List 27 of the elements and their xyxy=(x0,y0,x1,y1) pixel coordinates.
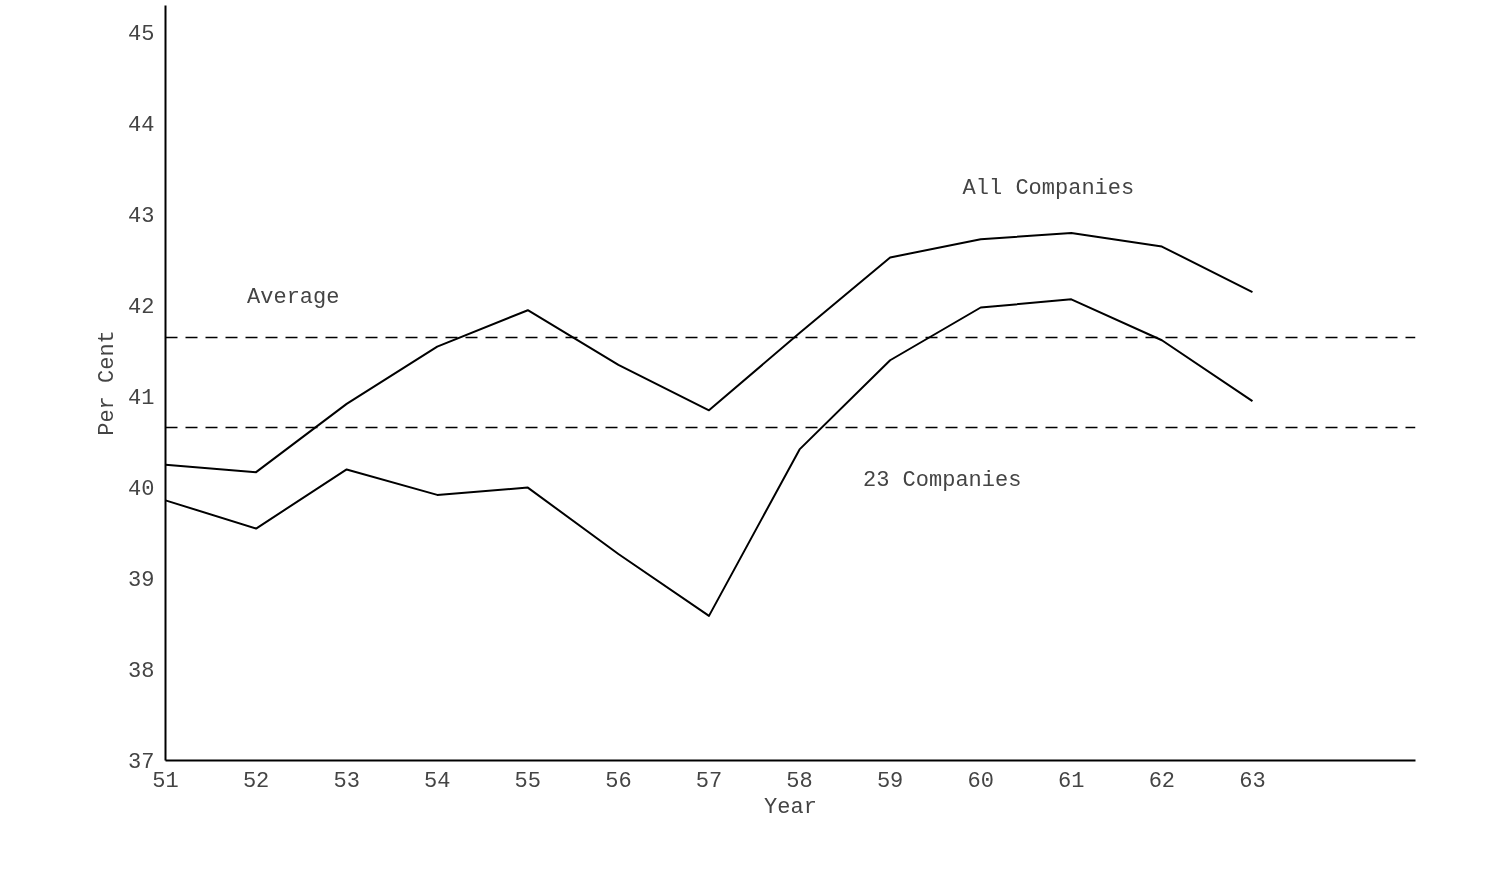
x-tick-label: 55 xyxy=(514,768,542,794)
x-tick-label: 59 xyxy=(876,768,904,794)
y-tick-label: 45 xyxy=(128,22,155,48)
x-tick-label: 56 xyxy=(605,768,632,794)
x-tick-label: 54 xyxy=(424,768,451,794)
y-tick-label: 40 xyxy=(128,477,155,503)
series-label: All Companies xyxy=(962,176,1135,202)
y-tick-label: 39 xyxy=(128,568,155,594)
y-tick-label: 43 xyxy=(128,204,155,230)
x-tick-label: 58 xyxy=(786,768,813,794)
ref-line-label: Average xyxy=(247,285,340,311)
x-tick-label: 51 xyxy=(152,768,179,794)
x-tick-label: 60 xyxy=(967,768,994,794)
y-tick-label: 37 xyxy=(128,750,155,775)
x-tick-label: 63 xyxy=(1239,768,1266,794)
x-tick-label: 57 xyxy=(695,768,723,794)
y-axis-title: Per Cent xyxy=(95,330,121,436)
x-tick-label: 53 xyxy=(333,768,360,794)
y-tick-label: 42 xyxy=(128,295,155,321)
x-tick-label: 62 xyxy=(1148,768,1176,794)
x-tick-label: 61 xyxy=(1058,768,1085,794)
text: 23 Companies xyxy=(862,468,1022,494)
x-axis-title: Year xyxy=(764,794,817,820)
x-tick-label: 52 xyxy=(242,768,270,794)
y-tick-label: 38 xyxy=(128,659,155,685)
y-tick-label: 44 xyxy=(128,113,155,139)
y-tick-label: 41 xyxy=(128,386,155,412)
